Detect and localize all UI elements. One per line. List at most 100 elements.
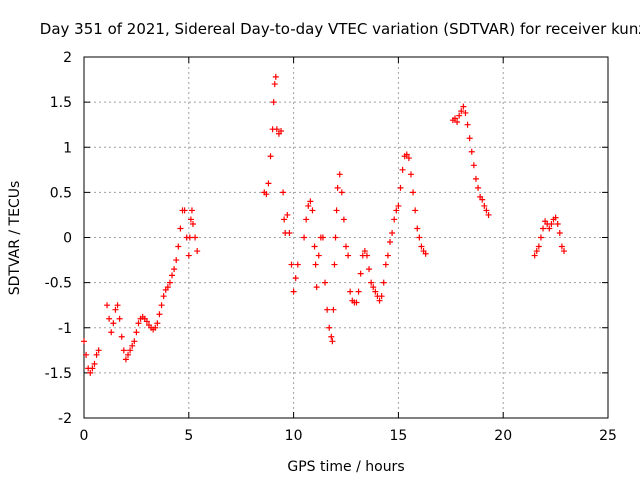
data-point	[391, 216, 398, 223]
data-point	[189, 220, 196, 227]
data-point	[418, 243, 425, 250]
data-point	[330, 306, 337, 313]
data-point	[284, 211, 291, 218]
data-point	[166, 279, 173, 286]
data-point	[114, 302, 121, 309]
data-point	[112, 306, 119, 313]
data-point	[272, 73, 279, 80]
data-point	[399, 166, 406, 173]
data-point	[315, 252, 322, 259]
data-point	[194, 248, 201, 255]
data-point	[281, 216, 288, 223]
data-point	[329, 338, 336, 345]
data-point	[378, 293, 385, 300]
data-point	[108, 329, 115, 336]
data-point	[81, 338, 87, 345]
data-point	[271, 81, 278, 88]
y-tick-label: 0	[63, 231, 72, 247]
data-point	[164, 284, 171, 291]
y-tick-label: 0.5	[50, 185, 72, 201]
data-point	[169, 272, 176, 279]
data-point	[416, 234, 423, 241]
data-point	[322, 279, 329, 286]
x-axis-label: GPS time / hours	[287, 459, 404, 475]
data-point	[552, 214, 559, 221]
data-point	[451, 115, 458, 122]
data-point	[133, 329, 140, 336]
data-point	[357, 270, 364, 277]
data-point	[355, 288, 362, 295]
data-point	[270, 99, 277, 106]
x-tick-label: 5	[184, 428, 193, 444]
data-point	[131, 338, 138, 345]
grid	[84, 57, 608, 418]
data-point	[479, 196, 486, 203]
data-point	[156, 311, 163, 318]
x-tick-label: 20	[494, 428, 512, 444]
data-point	[466, 135, 473, 142]
data-point	[175, 243, 182, 250]
data-point	[292, 275, 299, 282]
y-axis-label: SDTVAR / TECUs	[7, 181, 23, 296]
data-point	[540, 225, 547, 232]
data-point	[83, 351, 90, 358]
data-point	[533, 248, 540, 255]
data-point	[288, 261, 295, 268]
data-point	[93, 351, 100, 358]
data-point	[347, 288, 354, 295]
data-point	[311, 243, 318, 250]
data-point	[384, 252, 391, 259]
data-points	[81, 73, 567, 376]
data-point	[380, 279, 387, 286]
data-point	[158, 302, 165, 309]
data-point	[273, 126, 280, 133]
x-tick-label: 15	[389, 428, 407, 444]
data-point	[120, 347, 127, 354]
data-point	[290, 288, 297, 295]
data-point	[363, 252, 370, 259]
data-point	[125, 351, 132, 358]
data-point	[548, 220, 555, 227]
x-tick-label: 10	[285, 428, 303, 444]
data-point	[556, 229, 563, 236]
data-point	[460, 103, 467, 110]
data-point	[334, 184, 341, 191]
data-point	[395, 202, 402, 209]
x-tick-label: 25	[599, 428, 617, 444]
data-point	[89, 365, 96, 372]
data-point	[454, 118, 461, 125]
y-tick-label: -1	[58, 321, 72, 337]
data-point	[319, 234, 326, 241]
data-point	[382, 261, 389, 268]
data-point	[340, 216, 347, 223]
data-point	[410, 189, 417, 196]
data-point	[481, 202, 488, 209]
data-point	[301, 234, 308, 241]
data-point	[405, 155, 412, 162]
y-tick-label: -2	[58, 411, 72, 427]
data-point	[294, 261, 301, 268]
data-point	[376, 297, 383, 304]
data-point	[152, 324, 159, 331]
data-point	[387, 239, 394, 246]
data-point	[135, 320, 142, 327]
data-point	[286, 229, 293, 236]
y-tick-label: -0.5	[45, 276, 72, 292]
data-point	[154, 320, 161, 327]
data-point	[143, 318, 150, 325]
data-point	[106, 315, 113, 322]
data-point	[345, 252, 352, 259]
data-point	[462, 109, 469, 116]
data-point	[389, 229, 396, 236]
data-point	[333, 207, 340, 214]
data-point	[483, 207, 490, 214]
data-point	[468, 148, 475, 155]
data-point	[546, 225, 553, 232]
data-point	[470, 162, 477, 169]
data-point	[312, 261, 319, 268]
data-point	[456, 112, 463, 119]
data-point	[122, 356, 129, 363]
data-point	[265, 180, 272, 187]
data-point	[366, 266, 373, 273]
chart-title: Day 351 of 2021, Sidereal Day-to-day VTE…	[40, 20, 640, 38]
